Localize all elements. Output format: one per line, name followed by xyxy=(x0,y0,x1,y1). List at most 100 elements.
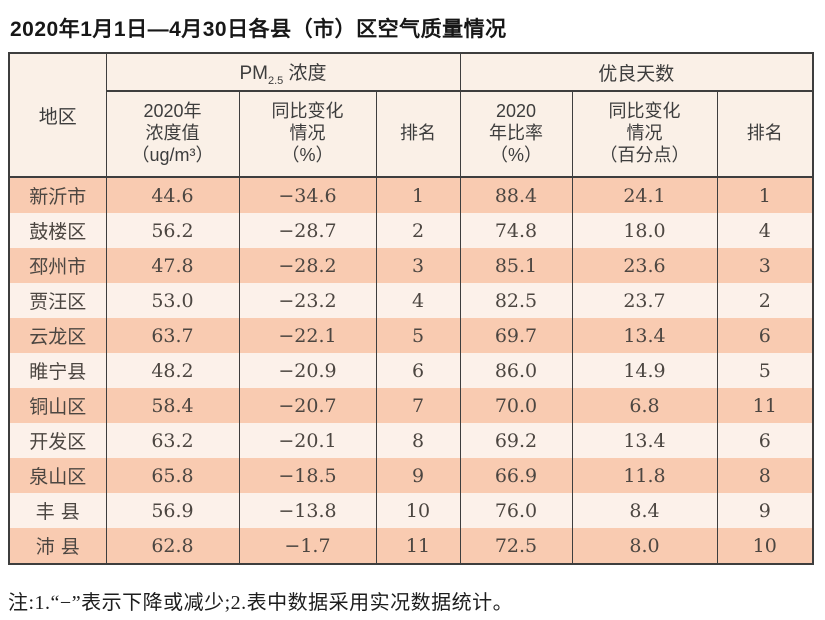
pm-rank-cell: 8 xyxy=(375,423,461,458)
good-rank-cell: 2 xyxy=(716,283,814,318)
pm-value-cell: 62.8 xyxy=(105,528,240,564)
good-rate-cell: 88.4 xyxy=(459,177,573,213)
region-cell: 贾汪区 xyxy=(8,283,107,318)
pm-change-cell: −23.2 xyxy=(238,283,377,318)
good-rank-cell: 6 xyxy=(716,423,814,458)
pm-rank-cell: 2 xyxy=(375,213,461,248)
pm-change-cell: −22.1 xyxy=(238,318,377,353)
region-cell: 鼓楼区 xyxy=(8,213,107,248)
table-row: 云龙区 63.7 −22.1 5 69.7 13.4 6 xyxy=(8,318,814,353)
good-change-cell: 13.4 xyxy=(571,318,718,353)
good-change-cell: 11.8 xyxy=(571,458,718,493)
good-rate-cell: 72.5 xyxy=(459,528,573,564)
table-row: 开发区 63.2 −20.1 8 69.2 13.4 6 xyxy=(8,423,814,458)
pm-value-cell: 56.9 xyxy=(105,493,240,528)
good-change-cell: 23.7 xyxy=(571,283,718,318)
good-rank-cell: 11 xyxy=(716,388,814,423)
region-cell: 开发区 xyxy=(8,423,107,458)
pm25-group-header: PM2.5 浓度 xyxy=(105,53,461,92)
page-title: 2020年1月1日—4月30日各县（市）区空气质量情况 xyxy=(10,18,507,41)
pm-value-cell: 63.7 xyxy=(105,318,240,353)
pm-rank-header: 排名 xyxy=(375,91,461,178)
pm-rank-cell: 10 xyxy=(375,493,461,528)
good-rate-cell: 70.0 xyxy=(459,388,573,423)
good-rate-cell: 86.0 xyxy=(459,353,573,388)
table-row: 鼓楼区 56.2 −28.7 2 74.8 18.0 4 xyxy=(8,213,814,248)
pm-value-cell: 48.2 xyxy=(105,353,240,388)
table-body: 新沂市 44.6 −34.6 1 88.4 24.1 1 鼓楼区 56.2 −2… xyxy=(8,177,814,564)
table-row: 睢宁县 48.2 −20.9 6 86.0 14.9 5 xyxy=(8,353,814,388)
pm-change-cell: −34.6 xyxy=(238,177,377,213)
good-rank-cell: 1 xyxy=(716,177,814,213)
header-sub-row: 2020年 浓度值 （ug/m³） 同比变化 情况 （%） 排名 2020 年比… xyxy=(9,91,814,178)
region-cell: 沛 县 xyxy=(8,528,107,564)
good-change-header: 同比变化 情况 （百分点） xyxy=(571,91,718,178)
region-cell: 新沂市 xyxy=(8,177,107,213)
good-change-cell: 13.4 xyxy=(571,423,718,458)
good-days-group-header: 优良天数 xyxy=(459,53,814,92)
good-change-cell: 6.8 xyxy=(571,388,718,423)
good-rate-cell: 69.2 xyxy=(459,423,573,458)
good-rate-cell: 74.8 xyxy=(459,213,573,248)
good-change-cell: 23.6 xyxy=(571,248,718,283)
good-rate-cell: 76.0 xyxy=(459,493,573,528)
pm-rank-cell: 1 xyxy=(375,177,461,213)
good-rank-cell: 4 xyxy=(716,213,814,248)
good-rate-header: 2020 年比率 （%） xyxy=(459,91,573,178)
good-rate-cell: 82.5 xyxy=(459,283,573,318)
pm-change-cell: −28.2 xyxy=(238,248,377,283)
good-rate-cell: 69.7 xyxy=(459,318,573,353)
good-rank-cell: 10 xyxy=(716,528,814,564)
header-group-row: 地区 PM2.5 浓度 优良天数 xyxy=(8,53,814,178)
pm-rank-cell: 7 xyxy=(375,388,461,423)
table-row: 泉山区 65.8 −18.5 9 66.9 11.8 8 xyxy=(8,458,814,493)
pm-rank-cell: 9 xyxy=(375,458,461,493)
region-cell: 泉山区 xyxy=(8,458,107,493)
good-rank-cell: 3 xyxy=(716,248,814,283)
pm-change-cell: −1.7 xyxy=(238,528,377,564)
air-quality-table: 地区 PM2.5 浓度 优良天数 2020年 浓度值 （ug/m³） 同比变化 … xyxy=(8,52,815,565)
pm-value-cell: 56.2 xyxy=(105,213,240,248)
pm25-label-prefix: PM xyxy=(239,62,268,84)
good-rank-cell: 8 xyxy=(716,458,814,493)
pm-value-cell: 65.8 xyxy=(105,458,240,493)
table-row: 铜山区 58.4 −20.7 7 70.0 6.8 11 xyxy=(8,388,814,423)
pm-change-cell: −20.1 xyxy=(238,423,377,458)
good-rate-cell: 66.9 xyxy=(459,458,573,493)
good-rank-cell: 6 xyxy=(716,318,814,353)
table-footnote: 注:1.“−”表示下降或减少;2.表中数据采用实况数据统计。 xyxy=(8,592,514,614)
table-row: 邳州市 47.8 −28.2 3 85.1 23.6 3 xyxy=(8,248,814,283)
pm-rank-cell: 4 xyxy=(375,283,461,318)
pm-value-cell: 58.4 xyxy=(105,388,240,423)
region-cell: 邳州市 xyxy=(8,248,107,283)
pm-change-cell: −20.7 xyxy=(238,388,377,423)
pm-value-cell: 63.2 xyxy=(105,423,240,458)
good-change-cell: 8.4 xyxy=(571,493,718,528)
pm-change-cell: −13.8 xyxy=(238,493,377,528)
good-change-cell: 14.9 xyxy=(571,353,718,388)
region-cell: 铜山区 xyxy=(8,388,107,423)
good-rank-header: 排名 xyxy=(716,91,814,178)
pm-change-cell: −20.9 xyxy=(238,353,377,388)
region-cell: 睢宁县 xyxy=(8,353,107,388)
pm-rank-cell: 3 xyxy=(375,248,461,283)
table-row: 新沂市 44.6 −34.6 1 88.4 24.1 1 xyxy=(8,177,814,213)
table-row: 沛 县 62.8 −1.7 11 72.5 8.0 10 xyxy=(8,528,814,564)
pm-rank-cell: 6 xyxy=(375,353,461,388)
pm-change-header: 同比变化 情况 （%） xyxy=(238,91,377,178)
pm25-subscript: 2.5 xyxy=(267,74,284,87)
pm-rank-cell: 5 xyxy=(375,318,461,353)
good-change-cell: 24.1 xyxy=(571,177,718,213)
pm-value-header: 2020年 浓度值 （ug/m³） xyxy=(105,91,240,178)
pm-rank-cell: 11 xyxy=(375,528,461,564)
good-rank-cell: 5 xyxy=(716,353,814,388)
good-rate-cell: 85.1 xyxy=(459,248,573,283)
region-cell: 丰 县 xyxy=(8,493,107,528)
pm-value-cell: 47.8 xyxy=(105,248,240,283)
good-rank-cell: 9 xyxy=(716,493,814,528)
pm-value-cell: 53.0 xyxy=(105,283,240,318)
table-row: 贾汪区 53.0 −23.2 4 82.5 23.7 2 xyxy=(8,283,814,318)
region-cell: 云龙区 xyxy=(8,318,107,353)
good-change-cell: 18.0 xyxy=(571,213,718,248)
pm-value-cell: 44.6 xyxy=(105,177,240,213)
